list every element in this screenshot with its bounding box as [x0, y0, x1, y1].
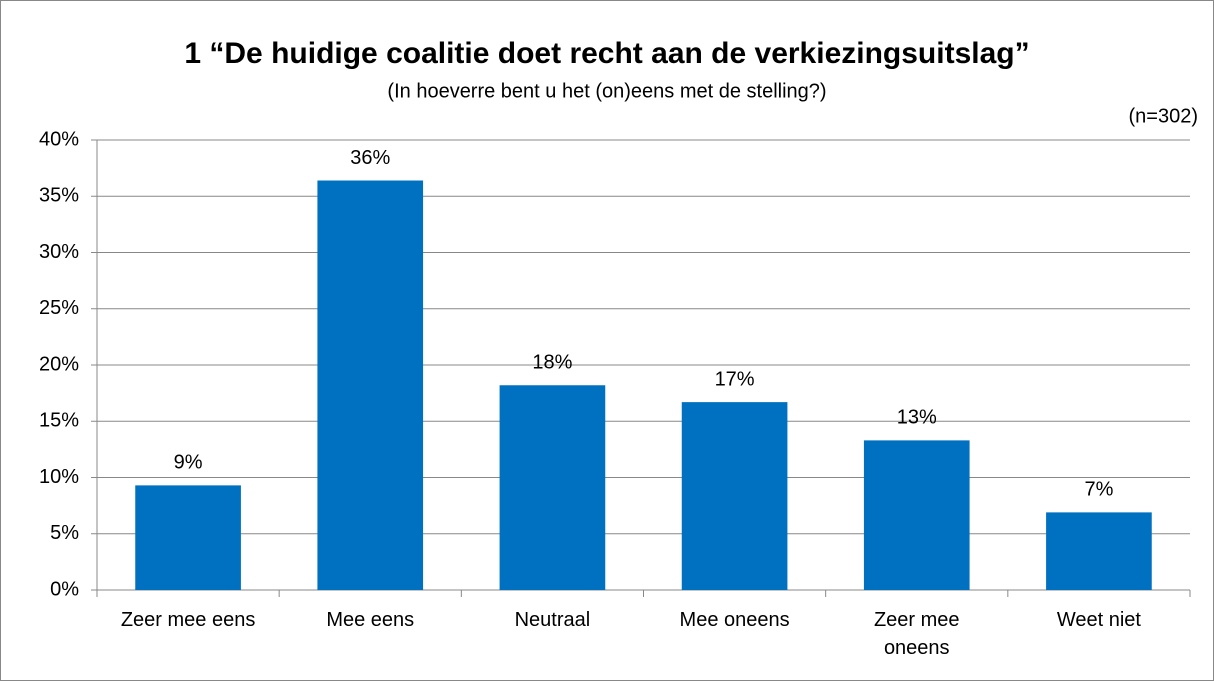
bar — [863, 440, 970, 590]
x-tick-label: Zeer mee eens — [120, 609, 256, 631]
data-label: 9% — [174, 452, 203, 474]
y-tick-label: 40% — [39, 128, 79, 150]
data-label: 7% — [1084, 479, 1113, 501]
x-tick-label: Zeer mee oneens — [873, 609, 960, 659]
bar — [317, 180, 424, 590]
data-label: 36% — [350, 147, 390, 169]
y-tick-label: 25% — [39, 297, 79, 319]
data-label: 13% — [897, 407, 937, 429]
data-label: 17% — [715, 368, 755, 390]
y-tick-label: 20% — [39, 353, 79, 375]
x-tick-label: Mee eens — [326, 609, 415, 631]
data-label: 18% — [532, 352, 572, 374]
y-tick-label: 10% — [39, 466, 79, 488]
bar — [681, 402, 788, 590]
bar — [1046, 512, 1152, 590]
y-tick-label: 15% — [39, 410, 79, 432]
bar — [135, 485, 241, 590]
y-tick-label: 5% — [50, 522, 79, 544]
chart-subtitle: (In hoeverre bent u het (on)eens met de … — [387, 80, 826, 102]
y-tick-label: 0% — [50, 578, 79, 600]
chart-title: 1 “De huidige coalitie doet recht aan de… — [184, 37, 1029, 70]
bar — [499, 385, 606, 590]
sample-size: (n=302) — [1129, 105, 1199, 127]
y-tick-label: 30% — [39, 241, 79, 263]
x-tick-label: Neutraal — [514, 609, 591, 631]
x-tick-label: Mee oneens — [679, 609, 790, 631]
y-tick-label: 35% — [39, 185, 79, 207]
x-tick-label: Weet niet — [1056, 609, 1141, 631]
